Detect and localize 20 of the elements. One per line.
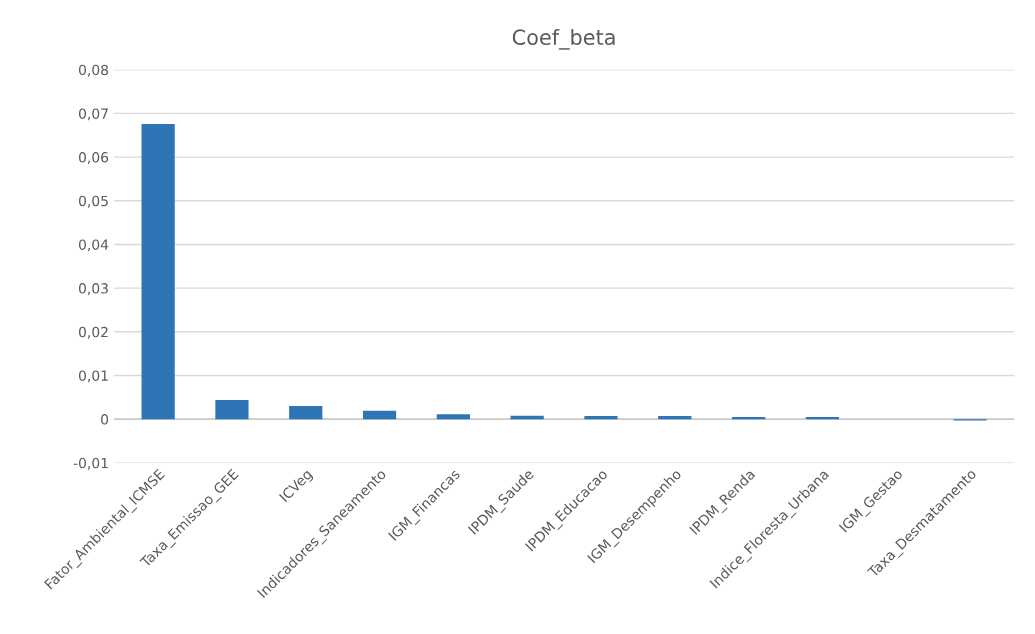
bar (289, 406, 323, 420)
y-tick-label: -0,01 (73, 457, 108, 470)
y-tick-label: 0,01 (78, 370, 108, 383)
chart-title: Coef_beta (512, 28, 615, 50)
bar (362, 410, 397, 420)
bar (436, 414, 470, 420)
y-tick-label: 0,08 (78, 64, 109, 77)
y-tick-label: 0,06 (78, 152, 109, 164)
bar (141, 123, 175, 420)
y-tick-label: 0,05 (78, 195, 108, 208)
bar (215, 399, 249, 420)
bar (658, 416, 692, 420)
y-tick-label: 0,03 (78, 283, 108, 296)
bar (584, 416, 618, 420)
y-tick-label: 0 (101, 414, 109, 425)
y-tick-label: 0,07 (78, 108, 108, 121)
bar (731, 416, 766, 420)
bar (805, 416, 840, 420)
y-tick-label: 0,02 (78, 326, 108, 339)
y-tick-label: 0,04 (78, 239, 109, 252)
